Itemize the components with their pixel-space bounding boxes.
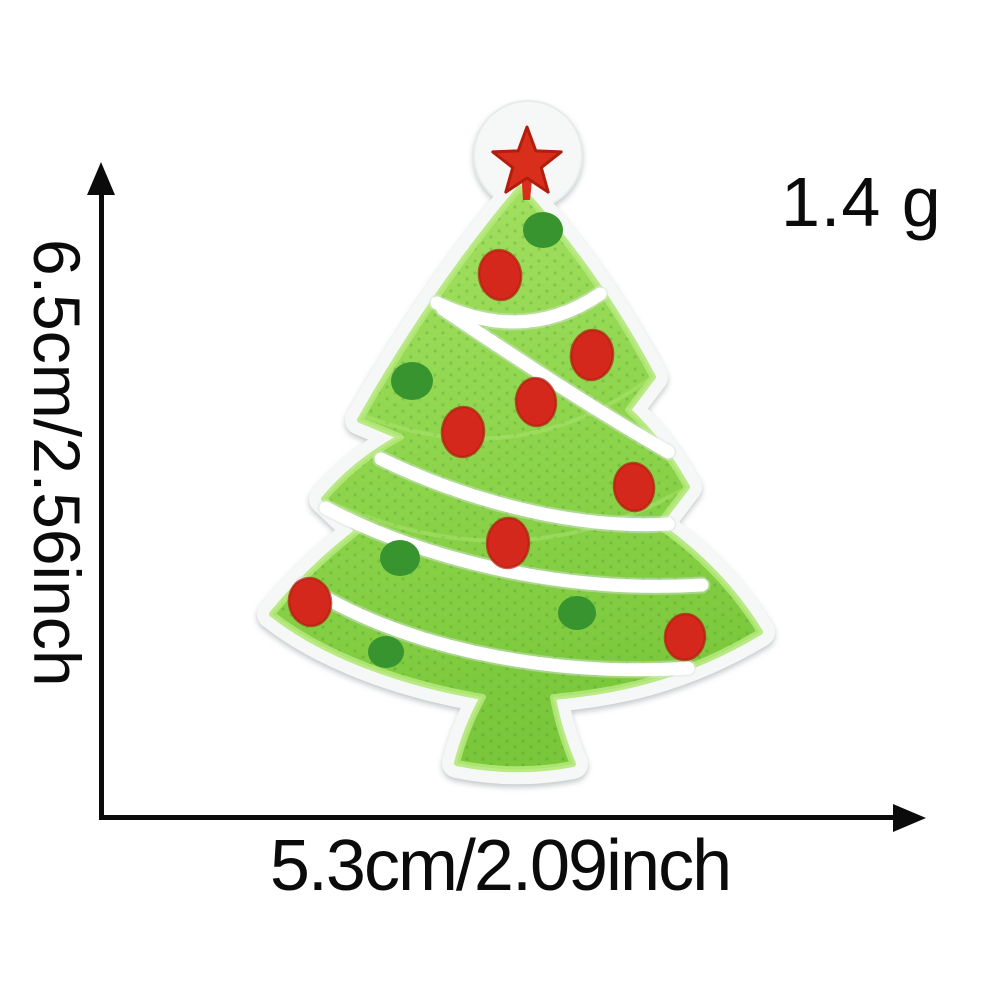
width-arrow-shaft — [99, 815, 894, 820]
ornament-green-dot — [391, 362, 433, 400]
ornament-red — [477, 248, 523, 302]
height-arrowhead-icon — [87, 162, 115, 195]
christmas-tree-patch-image — [257, 100, 775, 785]
width-dimension-label: 5.3cm/2.09inch — [269, 826, 732, 906]
height-dimension-label: 6.5cm/2.56inch — [20, 239, 94, 687]
tier-seam — [364, 378, 650, 441]
width-arrowhead-icon — [893, 804, 926, 832]
ornament-red — [514, 376, 558, 428]
ornament-red — [612, 461, 656, 513]
ornament-red — [287, 576, 333, 628]
garland-ribbons — [294, 285, 711, 679]
weight-label: 1.4 g — [781, 163, 942, 241]
garland-ribbon — [296, 577, 695, 677]
ornament-red — [663, 612, 707, 662]
garland-ribbon — [319, 501, 709, 593]
ornament-green-dot — [558, 596, 596, 630]
ornament-green-dot — [523, 212, 563, 248]
ornament-green-dot — [368, 636, 404, 668]
ornament-green-dot — [380, 540, 420, 576]
ornament-red — [569, 328, 615, 382]
green-dots — [368, 212, 596, 668]
garland-ribbon — [436, 302, 675, 459]
height-arrow-shaft — [99, 190, 104, 818]
red-ornaments — [287, 248, 707, 662]
ornament-red — [485, 516, 531, 570]
ornament-red — [440, 405, 486, 459]
garland-ribbon — [374, 452, 675, 532]
star-icon — [491, 125, 563, 200]
tree-edge-stitch — [269, 185, 763, 773]
